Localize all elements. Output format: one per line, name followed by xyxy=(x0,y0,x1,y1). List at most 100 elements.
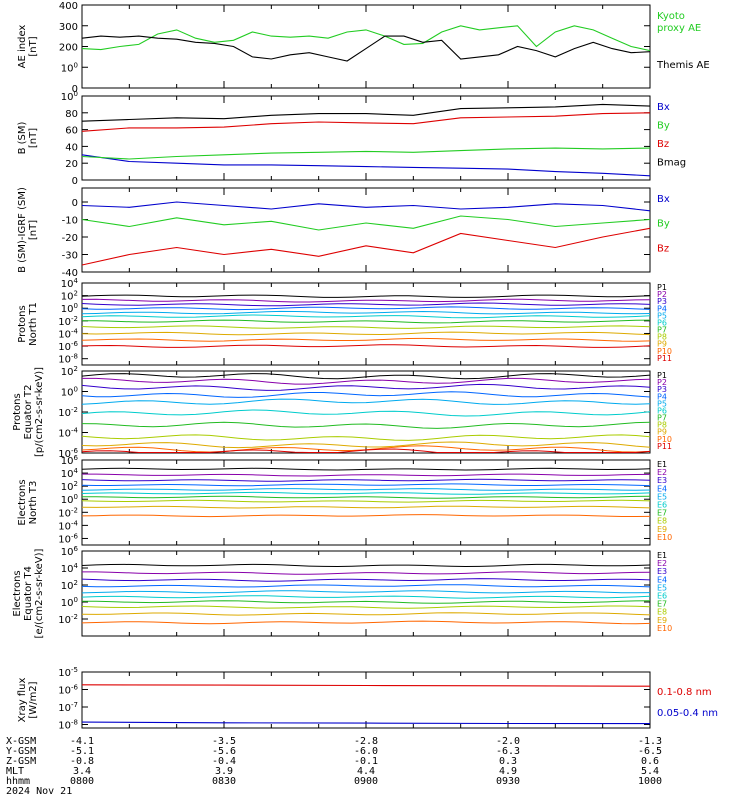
legend-entry: Bmag xyxy=(657,158,686,169)
series-line-0-05-0-4-nm xyxy=(81,721,651,725)
channel-line-p5 xyxy=(81,310,651,315)
channel-line-e10 xyxy=(81,620,651,625)
legend-entry: P6 xyxy=(657,406,667,415)
footer-row-label: hhmm xyxy=(6,776,30,787)
y-tick-label: 102 xyxy=(61,290,78,303)
y-tick-label: 104 xyxy=(61,277,79,290)
y-axis-label: [nT] xyxy=(28,220,39,240)
y-tick-label: 102 xyxy=(61,579,78,592)
panel-7: 10-2 100 102 104 106 Electrons Equator T4 [e/(c… xyxy=(12,545,672,638)
y-tick-label: 100 xyxy=(61,302,78,315)
legend-entry: 0.05-0.4 nm xyxy=(657,708,718,719)
channel-line-p1 xyxy=(81,294,651,298)
y-tick-label: 400 xyxy=(59,1,78,12)
footer-value: 0.6 xyxy=(641,756,659,767)
footer-value: 3.4 xyxy=(73,766,91,777)
channel-line-e3 xyxy=(81,578,651,582)
legend-entry: Themis AE xyxy=(656,60,710,71)
footer-value: 1000 xyxy=(638,776,662,787)
y-tick-label: 60 xyxy=(65,126,78,137)
y-tick-label: 10-6 xyxy=(58,532,78,545)
footer-date: 2024 Nov 21 xyxy=(6,786,72,797)
panel-8: 10-8 10-7 10-6 10-5 Xray flux [W/m2] 0.1-0.8 n… xyxy=(17,666,718,732)
y-tick-label: 0 xyxy=(72,198,78,209)
legend-entry: Bz xyxy=(657,139,669,150)
legend-entry: E3 xyxy=(657,567,667,576)
legend-entry: P5 xyxy=(657,399,667,408)
y-tick-label: 40 xyxy=(65,142,78,153)
channel-line-p6 xyxy=(81,409,651,417)
series-line-kyoto-proxy-ae xyxy=(81,25,651,52)
legend-entry: Bx xyxy=(657,194,670,205)
series-line-bz xyxy=(81,227,651,266)
footer-value: 4.4 xyxy=(357,766,375,777)
y-axis-label: Electrons xyxy=(17,479,28,525)
channel-line-e7 xyxy=(82,600,651,604)
y-axis-label: Electrons xyxy=(12,570,23,616)
y-axis-label: Xray flux xyxy=(17,678,28,723)
channel-line-p3 xyxy=(81,302,651,307)
footer-value: -1.3 xyxy=(638,736,662,747)
panel-frame xyxy=(81,459,651,546)
channel-line-e2 xyxy=(82,571,651,575)
legend-entry: P10 xyxy=(657,435,672,444)
y-axis-label: Equator T4 xyxy=(23,566,34,621)
legend-entry: 0.1-0.8 nm xyxy=(657,687,712,698)
y-tick-label: 10-8 xyxy=(58,719,78,732)
y-tick-label: -30 xyxy=(62,251,78,262)
legend-entry: E3 xyxy=(657,476,667,485)
legend-entry: By xyxy=(657,121,670,132)
channel-line-e1 xyxy=(81,467,651,471)
footer-row-label: Y-GSM xyxy=(6,746,36,757)
legend-entry: E4 xyxy=(657,484,667,493)
legend-entry: P11 xyxy=(657,442,672,451)
y-tick-label: 100 xyxy=(61,493,78,506)
channel-line-e1 xyxy=(81,563,651,568)
footer-value: 0900 xyxy=(354,776,378,787)
legend-entry: P2 xyxy=(657,290,667,299)
legend-entry: E2 xyxy=(657,559,667,568)
legend-entry: E4 xyxy=(657,575,667,584)
footer-value: -0.4 xyxy=(212,756,236,767)
legend-entry: P2 xyxy=(657,378,667,387)
channel-line-p7 xyxy=(81,421,651,429)
channel-line-p5 xyxy=(81,398,651,405)
legend-entry: P8 xyxy=(657,333,667,342)
y-tick-label: 10-7 xyxy=(58,701,78,714)
y-tick-label: 100 xyxy=(61,386,78,399)
y-tick-label: 10-4 xyxy=(58,427,78,440)
y-tick-label: 100 xyxy=(61,90,78,103)
panel-2: 0 20 40 60 80 100 B (SM) [nT] Bx By Bz Bmag xyxy=(17,90,686,187)
footer-value: 0830 xyxy=(212,776,236,787)
legend-entry: E2 xyxy=(657,468,667,477)
legend-entry: P4 xyxy=(657,304,667,313)
channel-line-p6 xyxy=(81,314,651,319)
y-tick-label: 20 xyxy=(65,159,78,170)
legend-entry: P5 xyxy=(657,311,667,320)
footer-value: -5.1 xyxy=(70,746,94,757)
footer-value: -2.0 xyxy=(496,736,520,747)
y-tick-label: 10-2 xyxy=(58,613,78,626)
panel-1: 0 100 200 300 400 AE index [nT] Kyoto proxy AE Th… xyxy=(17,1,710,95)
legend-entry: P11 xyxy=(657,354,672,363)
series-line-by xyxy=(81,147,651,160)
y-tick-label: 106 xyxy=(61,545,79,558)
legend-entry: E8 xyxy=(657,608,667,617)
channel-line-e2 xyxy=(82,473,651,477)
channel-line-e5 xyxy=(81,488,651,491)
y-tick-label: -40 xyxy=(62,268,78,279)
series-line-themis-ae xyxy=(81,35,651,62)
channel-line-p9 xyxy=(81,331,651,336)
panel-frame xyxy=(81,671,651,729)
legend-entry: P4 xyxy=(657,392,667,401)
footer-value: -2.8 xyxy=(354,736,378,747)
legend-entry: P8 xyxy=(657,421,667,430)
channel-line-p4 xyxy=(81,391,651,398)
footer-value: -0.1 xyxy=(354,756,378,767)
channel-line-p10 xyxy=(81,337,651,342)
legend-entry: P6 xyxy=(657,318,667,327)
channel-line-e6 xyxy=(81,491,651,495)
channel-line-e8 xyxy=(81,499,651,503)
